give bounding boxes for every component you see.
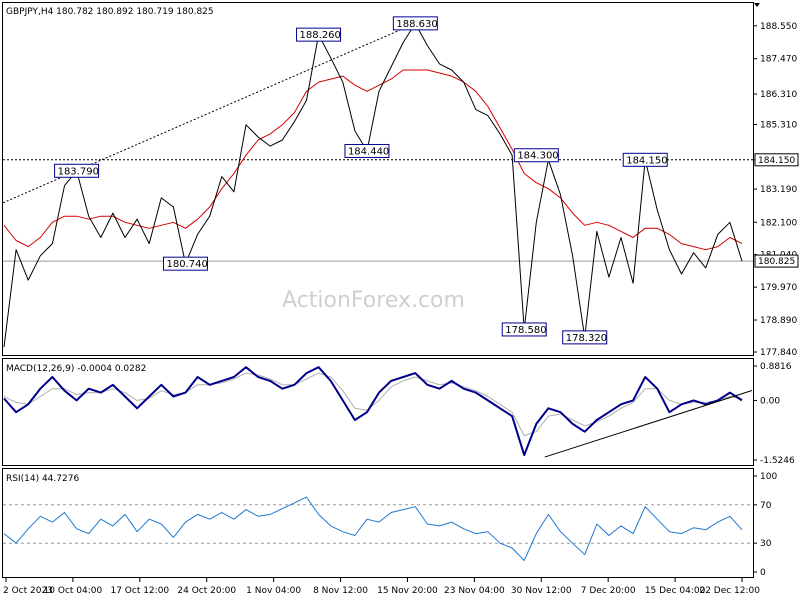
rsi-panel: 100 70 30 0	[3, 472, 777, 578]
price-y-tick-label: 183.190	[760, 185, 797, 195]
annotation-box	[622, 152, 668, 167]
macd-y-tick-label: -1.5246	[760, 456, 795, 466]
annotation-box	[513, 148, 559, 163]
price-y-tick-label: 185.310	[760, 120, 797, 130]
annotation-box	[501, 322, 547, 337]
level-price-tag: 184.150	[758, 156, 795, 166]
current-price-tag: 180.825	[758, 257, 795, 267]
x-tick-label: 24 Oct 20:00	[177, 586, 236, 596]
x-tick-label: 22 Dec 12:00	[699, 586, 760, 596]
price-y-tick-label: 186.310	[760, 90, 797, 100]
x-tick-label: 30 Nov 12:00	[511, 586, 572, 596]
x-tick-label: 15 Dec 04:00	[645, 586, 706, 596]
annotation-box	[296, 27, 342, 42]
level-price-tag-box	[754, 153, 799, 167]
macd-trendline	[544, 390, 753, 458]
x-tick-label: 10 Oct 04:00	[44, 586, 103, 596]
annotation-label: 184.150	[626, 155, 667, 166]
annotation-box	[162, 256, 208, 271]
x-tick-label: 2 Oct 2023	[3, 586, 53, 596]
x-tick-label: 1 Nov 04:00	[246, 586, 301, 596]
macd-y-tick-label: 0.8816	[760, 362, 792, 372]
annotation-label: 178.320	[566, 333, 607, 344]
annotation-label: 178.580	[505, 325, 546, 336]
macd-label: MACD(12,26,9) -0.0004 0.0282	[6, 364, 146, 374]
price-trendline	[2, 22, 416, 204]
x-tick-label: 23 Nov 04:00	[444, 586, 505, 596]
price-y-tick-label: 182.100	[760, 218, 797, 228]
top-arrow-icon	[754, 3, 760, 7]
annotation-label: 184.300	[517, 151, 558, 162]
price-y-tick-label: 188.550	[760, 22, 797, 32]
macd-panel: 0.8816 0.00 -1.5246	[3, 362, 795, 466]
rsi-y-tick-label: 70	[760, 501, 772, 511]
annotation-box	[344, 143, 390, 158]
rsi-label: RSI(14) 44.7276	[6, 474, 79, 484]
price-panel: 188.550 187.470 186.310 185.310 184.150 183.1…	[2, 16, 799, 358]
annotation-box	[562, 330, 608, 345]
rsi-y-tick-label: 100	[760, 472, 777, 482]
x-tick-label: 8 Nov 12:00	[313, 586, 368, 596]
watermark: ActionForex.com	[282, 288, 465, 313]
rsi-line	[3, 496, 743, 561]
current-price-tag-box	[754, 254, 799, 268]
macd-y-tick-label: 0.00	[760, 396, 780, 406]
macd-signal-line	[3, 372, 743, 437]
macd-panel-frame	[2, 358, 754, 466]
annotation-label: 183.790	[58, 166, 99, 177]
rsi-y-tick-label: 30	[760, 539, 772, 549]
x-tick-label: 17 Oct 12:00	[110, 586, 169, 596]
moving-average-line	[3, 69, 743, 251]
annotation-label: 184.440	[348, 146, 389, 157]
annotation-box	[54, 163, 100, 178]
price-y-tick-label: 178.890	[760, 316, 797, 326]
price-y-tick-label: 177.840	[760, 348, 797, 358]
price-y-tick-label: 187.470	[760, 55, 797, 65]
price-y-tick-label: 179.970	[760, 283, 797, 293]
annotation-label: 188.630	[396, 19, 437, 30]
rsi-panel-frame	[2, 468, 754, 578]
macd-line	[3, 366, 743, 457]
annotation-box	[392, 16, 438, 31]
x-tick-label: 15 Nov 20:00	[377, 586, 438, 596]
annotation-label: 188.260	[300, 30, 341, 41]
symbol-label: GBPJPY,H4 180.782 180.892 180.719 180.82…	[6, 7, 214, 17]
x-tick-label: 7 Dec 20:00	[581, 586, 636, 596]
rsi-y-tick-label: 0	[760, 568, 766, 578]
price-line	[3, 22, 743, 348]
price-panel-frame	[2, 2, 754, 356]
annotation-label: 180.740	[166, 259, 207, 270]
